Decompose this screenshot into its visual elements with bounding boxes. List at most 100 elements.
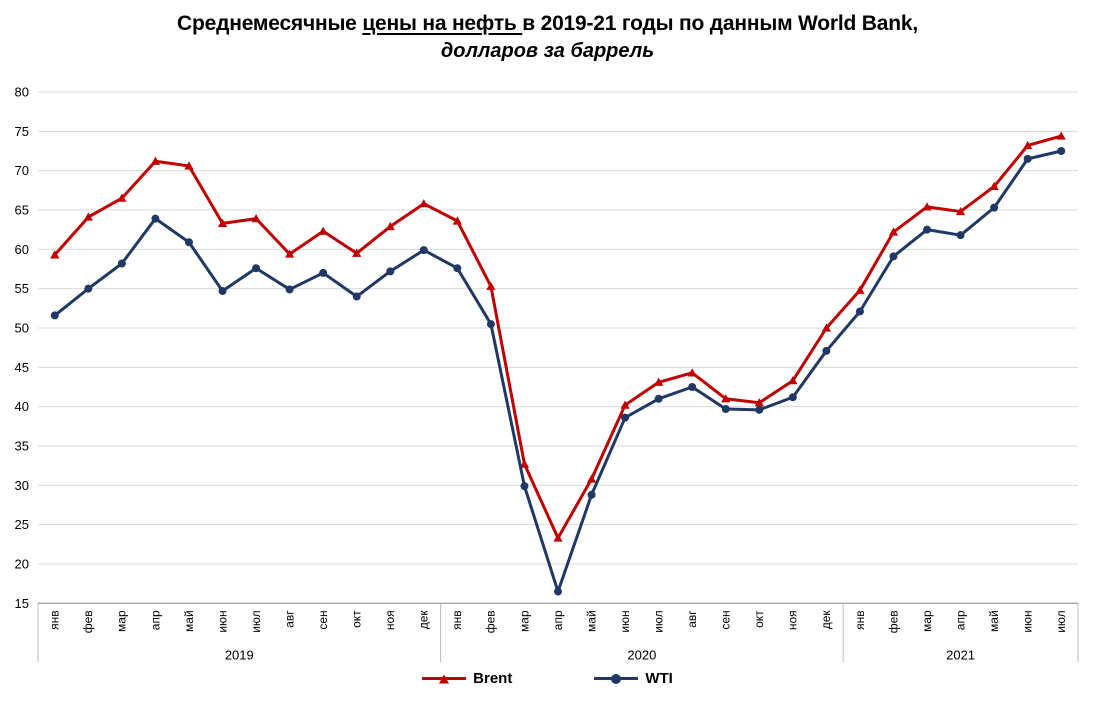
month-tick-label: мар (115, 610, 129, 632)
wti-data-point (688, 383, 697, 392)
wti-data-point (419, 246, 428, 255)
y-tick-label: 25 (15, 517, 29, 532)
month-tick-label: сен (316, 610, 330, 629)
y-tick-label: 40 (15, 399, 29, 414)
brent-data-point (419, 199, 429, 208)
wti-data-point (285, 285, 294, 294)
brent-data-point (821, 323, 831, 332)
brent-data-point (654, 377, 664, 386)
triangle-marker-icon (439, 674, 450, 683)
wti-data-point (117, 259, 126, 268)
wti-data-point (554, 587, 562, 596)
y-tick-label: 55 (15, 281, 29, 296)
brent-data-point (117, 193, 127, 202)
brent-data-point (519, 459, 530, 468)
y-gridlines (38, 91, 1078, 604)
month-tick-label: дек (819, 610, 833, 630)
month-tick-label: июл (651, 610, 665, 632)
wti-data-point (755, 405, 764, 414)
month-tick-label: окт (350, 610, 364, 628)
month-tick-label: янв (48, 610, 62, 630)
wti-data-point (822, 346, 831, 355)
brent-data-point (586, 474, 597, 483)
month-tick-label: апр (953, 610, 967, 630)
year-label: 2020 (627, 647, 656, 662)
y-axis-tick-labels: 15 20 25 30 35 40 45 50 55 60 65 70 75 80 (15, 85, 29, 611)
month-tick-label: июл (249, 610, 263, 632)
wti-data-point (855, 307, 864, 316)
brent-data-point (150, 156, 161, 165)
y-tick-label: 15 (15, 596, 29, 611)
brent-data-point (754, 398, 764, 407)
month-tick-label: фев (81, 610, 95, 633)
brent-data-point (318, 226, 328, 235)
month-tick-label: июн (1021, 610, 1035, 632)
month-tick-label: ноя (383, 610, 397, 630)
title-prefix: Среднемесячные (177, 12, 363, 35)
brent-data-point (385, 221, 395, 231)
brent-data-point (217, 218, 228, 227)
wti-data-point (252, 264, 261, 273)
month-tick-label: июн (215, 610, 229, 632)
wti-data-point (184, 238, 193, 247)
wti-data-point (788, 393, 797, 402)
month-tick-label: май (182, 610, 196, 632)
brent-data-point (251, 214, 261, 223)
month-tick-label: май (584, 610, 598, 632)
wti-data-point (990, 203, 999, 212)
legend-item-wti: WTI (594, 670, 673, 687)
wti-markers (50, 147, 1066, 596)
y-tick-label: 80 (15, 85, 29, 100)
wti-data-point (486, 320, 495, 329)
legend-item-brent: Brent (422, 670, 512, 687)
brent-data-point (620, 400, 630, 409)
y-tick-label: 35 (15, 439, 29, 454)
wti-data-point (1057, 147, 1066, 156)
wti-data-point (84, 284, 93, 293)
brent-data-point (486, 281, 496, 290)
wti-data-point (721, 405, 730, 414)
brent-data-point (184, 161, 194, 170)
brent-data-point (285, 249, 295, 258)
month-tick-label: фев (484, 610, 498, 633)
line-chart-canvas: 15 20 25 30 35 40 45 50 55 60 65 70 75 80 янв фев мар апр… (15, 85, 1079, 663)
month-tick-label: дек (417, 610, 431, 630)
brent-data-point (1056, 131, 1066, 140)
year-label: 2019 (225, 647, 254, 662)
brent-data-point (687, 368, 697, 377)
y-tick-label: 20 (15, 557, 29, 572)
y-tick-label: 45 (15, 360, 29, 375)
month-tick-label: авг (282, 610, 296, 628)
wti-data-point (621, 413, 630, 422)
month-tick-label: мар (920, 610, 934, 632)
y-tick-label: 65 (15, 203, 29, 218)
wti-data-point (1023, 154, 1032, 163)
month-tick-label: мар (517, 610, 531, 632)
brent-data-point (989, 181, 999, 191)
brent-data-point (553, 533, 563, 542)
brent-legend-line (422, 674, 467, 683)
brent-data-point (721, 394, 731, 403)
wti-data-point (319, 268, 328, 277)
title-suffix: в 2019-21 годы по данным World Bank, (522, 12, 918, 35)
brent-data-point (1023, 140, 1033, 150)
wti-legend-line (594, 673, 639, 684)
month-tick-label: июл (1054, 610, 1068, 632)
brent-data-point (888, 227, 899, 236)
wti-data-point (889, 252, 898, 261)
month-tick-label: авг (685, 610, 699, 628)
month-tick-label: фев (886, 610, 900, 633)
wti-data-point (956, 231, 965, 240)
chart-title-block: Среднемесячные цены на нефть в 2019-21 г… (0, 10, 1095, 65)
chart-title: Среднемесячные цены на нефть в 2019-21 г… (0, 10, 1095, 38)
wti-legend-label: WTI (645, 670, 673, 687)
brent-data-point (855, 285, 865, 294)
brent-legend-label: Brent (473, 670, 513, 687)
y-tick-label: 50 (15, 321, 29, 336)
wti-data-point (151, 214, 160, 223)
year-label: 2021 (946, 647, 975, 662)
title-underlined-phrase: цены на нефть (362, 12, 523, 35)
wti-data-point (654, 394, 663, 403)
month-tick-label: ноя (786, 610, 800, 630)
